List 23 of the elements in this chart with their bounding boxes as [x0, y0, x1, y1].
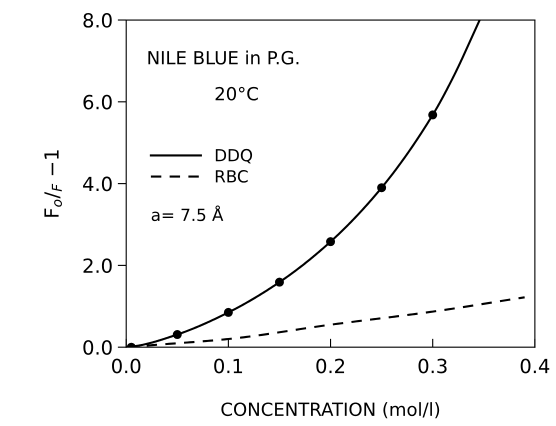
point: [172, 330, 182, 340]
point: [224, 308, 233, 317]
legend-label: DDQ: [216, 148, 252, 164]
x-tick-label: 0.4: [520, 358, 550, 374]
point: [326, 237, 336, 246]
x-tick-label: 0.1: [214, 358, 242, 374]
x-tick-label: 0.3: [418, 358, 447, 374]
annotation: a= 7.5 Å: [152, 205, 224, 222]
y-axis-title: F$_{o}$/$_{F}$ −1: [44, 150, 62, 217]
y-tick-label: 4.0: [83, 176, 112, 192]
x-tick-label: 0.2: [316, 358, 344, 374]
x-axis-title: CONCENTRATION (mol/l): [221, 402, 440, 418]
annotation: NILE BLUE in P.G.: [148, 50, 298, 65]
x-tick-label: 0.0: [112, 358, 140, 374]
point: [274, 278, 284, 287]
y-tick-label: 6.0: [83, 94, 112, 110]
y-tick-label: 8.0: [83, 12, 112, 28]
legend-label: RBC: [216, 170, 248, 183]
y-tick-label: 0.0: [83, 340, 112, 355]
point: [428, 110, 438, 120]
y-tick-label: 2.0: [84, 258, 112, 274]
point: [377, 183, 386, 192]
annotation: 20°C: [216, 86, 258, 101]
